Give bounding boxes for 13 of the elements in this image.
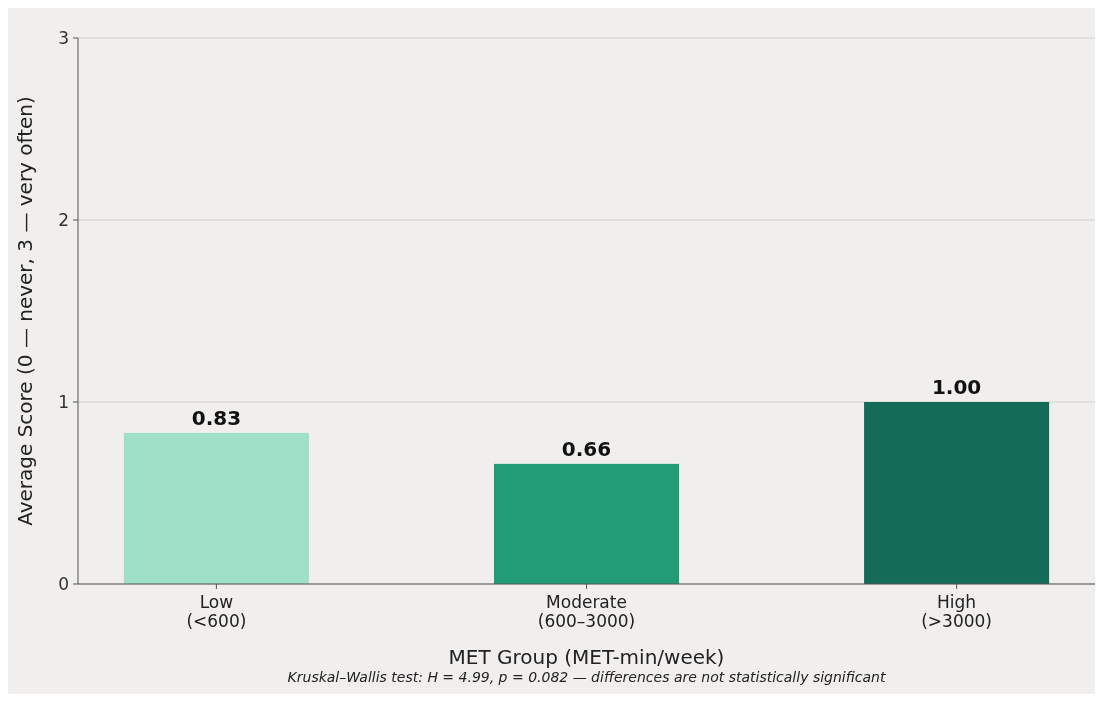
x-tick-label: Moderate (600–3000) (537, 592, 636, 631)
data-label: 1.00 (931, 375, 982, 399)
x-tick-label: Low (<600) (186, 592, 247, 631)
y-tick-label: 3 (58, 27, 69, 48)
data-label: 0.83 (191, 405, 242, 430)
y-tick-label: 1 (58, 391, 69, 412)
y-tick-label: 2 (58, 209, 69, 230)
x-tick-label: High (>3000) (921, 592, 992, 631)
x-axis-title: MET Group (MET-min/week) (448, 645, 725, 669)
text: Kruskal–Wallis test: H = 4.99, p = 0.082 — differences are not statistically significant (287, 669, 886, 685)
y-axis-title: Average Score (0 — never, 3 — very often) (13, 96, 37, 526)
data-label: 0.66 (561, 436, 612, 461)
y-tick-label: 0 (58, 573, 69, 594)
